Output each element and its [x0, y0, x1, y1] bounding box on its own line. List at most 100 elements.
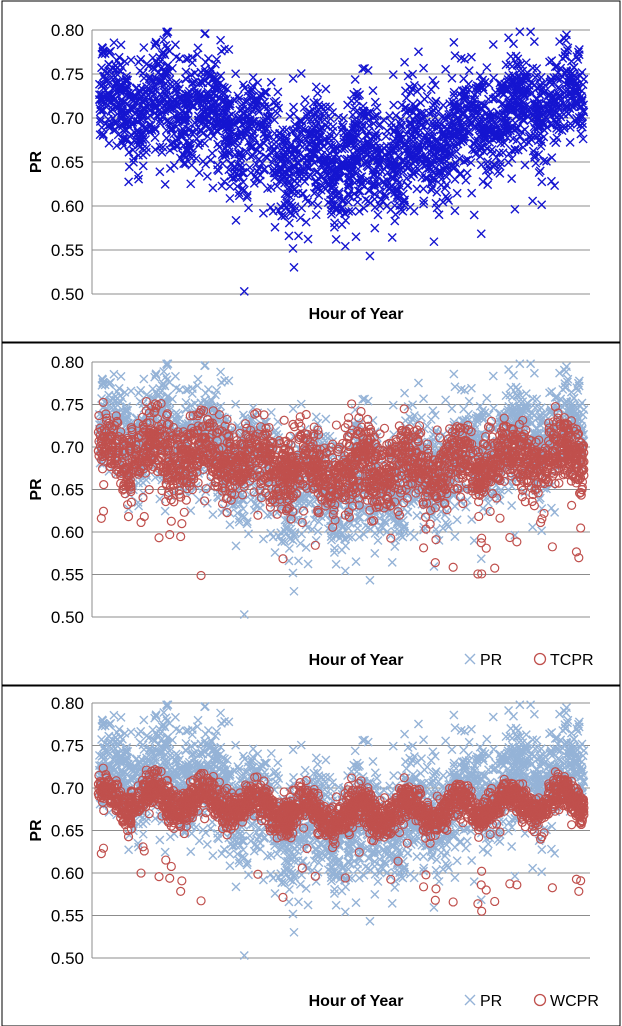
- data-point: [522, 390, 530, 398]
- data-point: [304, 235, 312, 243]
- data-point: [204, 55, 212, 63]
- data-point: [304, 560, 312, 568]
- data-point: [338, 221, 346, 229]
- data-point: [176, 386, 184, 394]
- data-point: [203, 172, 211, 180]
- data-point: [209, 184, 217, 192]
- y-tick-label: 0.80: [51, 353, 84, 372]
- data-point: [562, 31, 570, 39]
- data-point: [388, 558, 396, 566]
- data-point: [201, 29, 209, 37]
- data-point: [470, 211, 478, 219]
- data-point: [269, 207, 277, 215]
- data-point: [163, 376, 171, 384]
- data-point: [508, 175, 516, 183]
- data-point: [490, 404, 498, 412]
- data-point: [538, 201, 546, 209]
- data-point: [341, 242, 349, 250]
- data-point: [364, 197, 372, 205]
- data-point: [477, 555, 485, 563]
- data-point: [290, 103, 298, 111]
- data-point: [389, 401, 397, 409]
- data-point: [105, 139, 113, 147]
- data-point: [352, 558, 360, 566]
- data-point: [404, 182, 412, 190]
- data-point: [341, 567, 349, 575]
- data-point: [354, 524, 362, 532]
- data-point: [285, 544, 293, 552]
- data-point: [161, 180, 169, 188]
- data-point: [295, 232, 303, 240]
- data-point: [267, 78, 275, 86]
- data-point: [390, 101, 398, 109]
- data-point: [453, 189, 461, 197]
- data-point: [239, 411, 247, 419]
- data-point: [527, 360, 535, 368]
- data-point: [301, 96, 309, 104]
- data-point: [410, 207, 418, 215]
- data-point: [504, 486, 512, 494]
- data-point: [477, 230, 485, 238]
- data-point: [140, 375, 148, 383]
- data-point: [226, 521, 234, 529]
- data-point: [512, 383, 520, 391]
- data-point: [504, 159, 512, 167]
- data-point: [401, 58, 409, 66]
- data-point: [442, 65, 450, 73]
- data-point: [322, 85, 330, 93]
- data-point: [271, 223, 279, 231]
- data-point: [369, 87, 377, 95]
- data-point: [516, 28, 524, 36]
- data-point: [187, 180, 195, 188]
- y-tick-label: 0.75: [51, 65, 84, 84]
- data-point: [110, 370, 118, 378]
- y-tick-label: 0.60: [51, 197, 84, 216]
- data-point: [580, 75, 588, 83]
- data-point: [289, 405, 297, 413]
- data-point: [296, 214, 304, 222]
- data-point: [355, 207, 363, 215]
- data-point: [127, 387, 135, 395]
- chart-panel-2: 0.800.750.700.650.600.550.50PRHour of Ye…: [2, 343, 620, 685]
- data-point: [510, 40, 518, 48]
- data-point: [156, 168, 164, 176]
- data-point: [420, 64, 428, 72]
- y-tick-label: 0.65: [51, 153, 84, 172]
- data-point: [366, 252, 374, 260]
- data-point: [374, 211, 382, 219]
- data-point: [362, 195, 370, 203]
- y-tick-label: 0.75: [51, 396, 84, 415]
- data-point: [456, 170, 464, 178]
- y-tick-label: 0.70: [51, 438, 84, 457]
- data-point: [388, 233, 396, 241]
- y-tick-label: 0.55: [51, 241, 84, 260]
- data-point: [110, 39, 118, 47]
- data-point: [530, 38, 538, 46]
- data-point: [269, 533, 277, 541]
- data-point: [468, 189, 476, 197]
- data-point: [226, 182, 234, 190]
- data-point: [374, 537, 382, 545]
- data-point: [420, 395, 428, 403]
- data-point: [234, 92, 242, 100]
- data-point: [451, 207, 459, 215]
- data-point: [410, 533, 418, 541]
- y-tick-label: 0.65: [51, 481, 84, 500]
- data-point: [194, 44, 202, 52]
- data-point: [139, 162, 147, 170]
- data-point: [245, 530, 253, 538]
- data-point: [413, 185, 421, 193]
- data-point: [489, 372, 497, 380]
- data-point: [176, 55, 184, 63]
- data-point: [483, 64, 491, 72]
- data-point: [322, 415, 330, 423]
- data-point: [354, 198, 362, 206]
- data-point: [314, 89, 322, 97]
- data-point: [508, 502, 516, 510]
- y-tick-label: 0.50: [51, 285, 84, 304]
- data-point: [423, 174, 431, 182]
- data-point: [448, 74, 456, 82]
- y-tick-label: 0.80: [51, 21, 84, 40]
- y-tick-label: 0.55: [51, 566, 84, 585]
- data-point: [532, 159, 540, 167]
